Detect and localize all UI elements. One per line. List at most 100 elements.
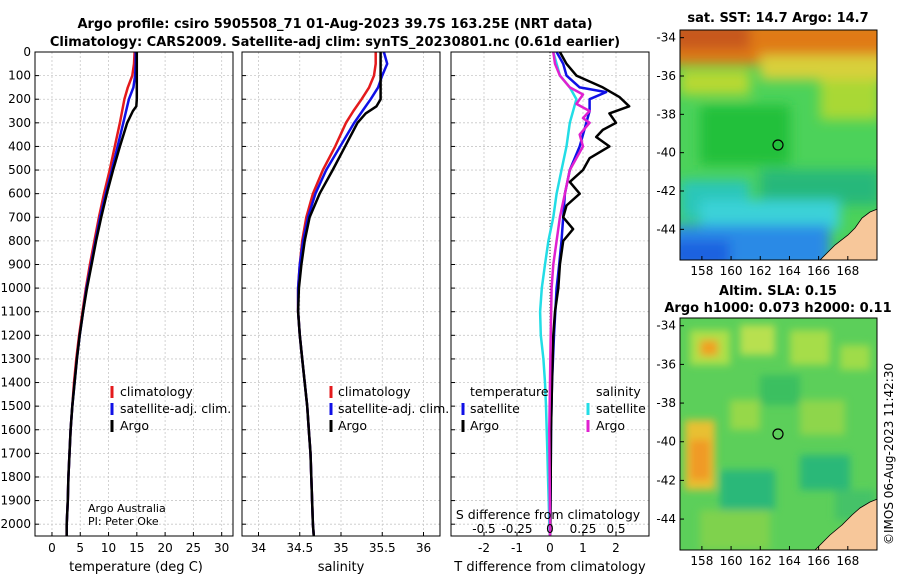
series-line-s-satellite <box>538 51 578 537</box>
panel-frame <box>241 51 441 537</box>
series-line-t-argo <box>548 51 631 537</box>
x-tick-label: 1 <box>579 541 587 555</box>
map-y-tick-label: -34 <box>656 319 676 333</box>
map-x-tick-label: 164 <box>778 264 801 278</box>
panel-frame <box>34 51 234 537</box>
legend-title-temperature: temperature <box>470 384 549 399</box>
difference-panel: -2 -1 0 1 2 <box>450 51 650 555</box>
temperature-legend: climatology satellite-adj. clim. Argo <box>110 384 231 433</box>
depth-tick-label: 400 <box>8 139 31 153</box>
credit-line2: PI: Peter Oke <box>88 515 159 528</box>
map-x-tick-label: 164 <box>778 554 801 568</box>
depth-tick-label: 200 <box>8 92 31 106</box>
depth-tick-label: 1000 <box>0 281 31 295</box>
s-difference-top-label: S difference from climatology <box>456 507 641 522</box>
series-line-climatology <box>65 51 136 536</box>
depth-tick-label: 100 <box>8 69 31 83</box>
map-y-tick-label: -36 <box>656 69 676 83</box>
difference-xlabel: T difference from climatology <box>453 560 646 575</box>
x-tick-label: 34 <box>251 541 266 555</box>
series-line-s-argo <box>548 51 591 536</box>
map-y-tick-label: -34 <box>656 31 676 45</box>
x-tick-label: 36 <box>416 541 431 555</box>
x-tick-label: 0 <box>546 541 554 555</box>
legend-label-satellite: satellite-adj. clim. <box>120 401 231 416</box>
sla-argo-marker <box>772 428 784 440</box>
map-y-tick-label: -44 <box>656 512 676 526</box>
sst-map-frame <box>679 29 878 261</box>
map-y-tick-label: -40 <box>656 435 676 449</box>
x-tick-label: 30 <box>214 541 229 555</box>
imos-watermark: ©IMOS 06-Aug-2023 11:42:30 <box>882 363 896 545</box>
sla-map-ticks: 158 160 162 164 166 168 -34 -36 -38 -40 -42 -44 <box>656 319 859 568</box>
series-line-argo <box>65 52 139 536</box>
depth-axis-labels: 0 100 200 300 400 500 600 700 800 900 1000 1100 1200… <box>0 45 31 531</box>
legend-label-climatology: climatology <box>120 384 193 399</box>
depth-tick-label: 1400 <box>0 376 31 390</box>
x-tick-label: 20 <box>157 541 172 555</box>
legend-label-t-argo: Argo <box>470 418 499 433</box>
sst-map-field <box>680 30 877 260</box>
depth-tick-label: 1900 <box>0 494 31 508</box>
salinity-xlabel: salinity <box>318 560 365 575</box>
series-line-argo <box>296 52 382 537</box>
x-tick-label: 10 <box>101 541 116 555</box>
legend-label-s-argo: Argo <box>596 418 625 433</box>
map-y-tick-label: -36 <box>656 357 676 371</box>
x-tick-label: 35.5 <box>369 541 396 555</box>
depth-tick-label: 1800 <box>0 470 31 484</box>
s-difference-top-ticks: -0.5 -0.25 0 0.25 0.5 <box>472 522 625 536</box>
salinity-legend: climatology satellite-adj. clim. Argo <box>329 384 449 433</box>
map-y-tick-label: -40 <box>656 146 676 160</box>
map-x-tick-label: 162 <box>749 264 772 278</box>
map-x-tick-label: 160 <box>720 554 743 568</box>
depth-tick-label: 1600 <box>0 423 31 437</box>
depth-tick-label: 700 <box>8 210 31 224</box>
map-x-tick-label: 168 <box>836 264 859 278</box>
x-tick-label: 34.5 <box>286 541 313 555</box>
depth-tick-label: 1100 <box>0 305 31 319</box>
legend-title-salinity: salinity <box>596 384 641 399</box>
sla-map-title-line2: Argo h1000: 0.073 h2000: 0.11 <box>664 301 891 316</box>
legend-label-satellite: satellite-adj. clim. <box>338 401 449 416</box>
series-group <box>65 51 139 536</box>
series-group <box>296 51 389 537</box>
depth-tick-label: 1700 <box>0 446 31 460</box>
x-tick-label: 35 <box>333 541 348 555</box>
sla-map-field <box>680 318 877 550</box>
depth-tick-label: 500 <box>8 163 31 177</box>
sla-map-frame <box>679 317 878 551</box>
depth-tick-label: 1300 <box>0 352 31 366</box>
sst-map-title: sat. SST: 14.7 Argo: 14.7 <box>687 11 868 26</box>
map-y-tick-label: -42 <box>656 473 676 487</box>
sla-map-title-line1: Altim. SLA: 0.15 <box>719 284 837 299</box>
legend-label-t-satellite: satellite <box>470 401 520 416</box>
depth-tick-label: 1200 <box>0 328 31 342</box>
figure-title-line2: Climatology: CARS2009. Satellite-adj cli… <box>50 35 620 50</box>
legend-label-s-satellite: satellite <box>596 401 646 416</box>
top-tick-label: -0.5 <box>472 522 495 536</box>
credit-line1: Argo Australia <box>88 502 166 515</box>
temperature-panel: 0 5 10 15 20 25 30 <box>34 51 234 555</box>
legend-label-argo: Argo <box>338 418 367 433</box>
panel-frame <box>450 51 650 537</box>
depth-tick-label: 300 <box>8 116 31 130</box>
top-tick-label: 0 <box>546 522 554 536</box>
temperature-xlabel: temperature (deg C) <box>69 560 203 575</box>
depth-tick-label: 2000 <box>0 517 31 531</box>
x-tick-label: -2 <box>478 541 490 555</box>
depth-tick-label: 800 <box>8 234 31 248</box>
map-x-tick-label: 162 <box>749 554 772 568</box>
salinity-panel: 34 34.5 35 35.5 36 <box>241 51 441 555</box>
map-x-tick-label: 168 <box>836 554 859 568</box>
depth-tick-label: 1500 <box>0 399 31 413</box>
x-tick-label: 15 <box>129 541 144 555</box>
x-tick-label: 25 <box>186 541 201 555</box>
x-tick-label: 0 <box>48 541 56 555</box>
series-group <box>538 51 631 537</box>
top-tick-label: 0.5 <box>606 522 625 536</box>
depth-tick-label: 0 <box>23 45 31 59</box>
depth-tick-label: 600 <box>8 187 31 201</box>
depth-tick-label: 900 <box>8 257 31 271</box>
